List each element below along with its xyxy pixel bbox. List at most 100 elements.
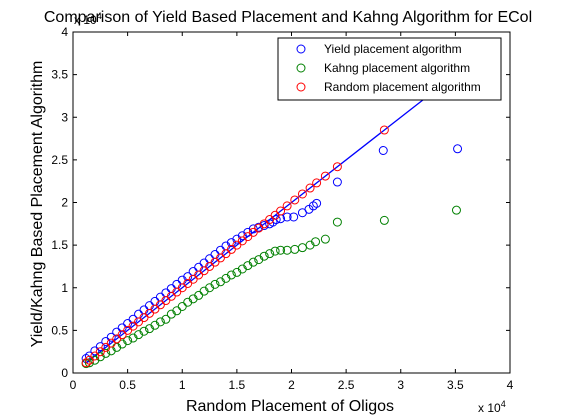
series-3-point	[248, 227, 258, 237]
plot-frame	[72, 31, 511, 374]
series-2-point	[259, 251, 269, 261]
series-3-point	[205, 261, 215, 271]
series-1-point	[90, 346, 100, 356]
x-exponent-base: x 10	[478, 401, 501, 415]
series-3-point	[282, 201, 292, 211]
series-3-point	[265, 215, 275, 225]
x-tick-label: 0.5	[119, 378, 136, 392]
y-tick-label: 0.5	[51, 323, 68, 337]
series-1-point	[106, 332, 116, 342]
y-exponent-base: x 10	[74, 13, 97, 27]
y-tick-label: 1	[61, 281, 68, 295]
series-3-point	[117, 330, 127, 340]
y-tick-label: 3	[61, 110, 68, 124]
series-2-point	[451, 205, 461, 215]
series-2-point	[226, 270, 236, 280]
series-2-point	[248, 257, 258, 267]
series-1-point	[248, 224, 258, 234]
series-3-point	[150, 304, 160, 314]
series-3-point	[95, 347, 105, 357]
series-2-point	[210, 279, 220, 289]
series-3-point	[134, 317, 144, 327]
series-3-point	[166, 291, 176, 301]
series-1-point	[117, 323, 127, 333]
series-1-point	[112, 327, 122, 337]
series-3-point	[199, 266, 209, 276]
x-tick-label: 2	[288, 378, 295, 392]
x-tick-label: 3	[397, 378, 404, 392]
series-3-point	[379, 125, 389, 135]
series-2-point	[332, 217, 342, 227]
series-3-point	[312, 178, 322, 188]
series-1-point	[268, 217, 278, 227]
series-1-point	[271, 215, 281, 225]
series-3-point	[112, 334, 122, 344]
series-3-point	[210, 257, 220, 267]
x-exponent-power: 4	[501, 399, 506, 409]
series-3-point	[305, 183, 315, 193]
series-2-point	[320, 234, 330, 244]
series-1-point	[95, 342, 105, 352]
series-3-point	[81, 358, 91, 368]
legend-label-1: Yield placement algorithm	[324, 42, 462, 56]
series-3-point	[270, 210, 280, 220]
series-3-point	[243, 232, 253, 242]
legend-label-3: Random placement algorithm	[324, 80, 481, 94]
series-3-point	[332, 162, 342, 172]
legend-marker-2	[296, 63, 306, 73]
series-1-point	[332, 177, 342, 187]
series-3-point	[232, 240, 242, 250]
y-tick-label: 2	[61, 196, 68, 210]
series-3-point	[259, 219, 269, 229]
series-3-point	[139, 313, 149, 323]
x-tick-label: 0	[70, 378, 77, 392]
series-3-point	[320, 171, 330, 181]
y-tick-label: 1.5	[51, 238, 68, 252]
chart-title: Comparison of Yield Based Placement and …	[44, 9, 532, 26]
series-1-point	[101, 336, 111, 346]
series-3-point	[183, 278, 193, 288]
x-tick-label: 2.5	[338, 378, 355, 392]
series-2-point	[84, 358, 94, 368]
series-3-point	[84, 355, 94, 365]
y-exponent-power: 4	[97, 11, 102, 21]
series-3-point	[276, 206, 286, 216]
series-2-point	[311, 237, 321, 247]
series-2-point	[379, 215, 389, 225]
x-tick-label: 1.5	[229, 378, 246, 392]
series-3-point	[215, 253, 225, 263]
plot-marks	[81, 65, 467, 369]
series-2-point	[276, 245, 286, 255]
series-3-point	[128, 321, 138, 331]
reference-line	[85, 65, 467, 364]
series-2-point	[139, 326, 149, 336]
series-2-point	[270, 246, 280, 256]
series-2-point	[161, 314, 171, 324]
y-tick-label: 0	[61, 366, 68, 380]
series-1-point	[378, 145, 388, 155]
series-2-point	[297, 243, 307, 253]
series-3-point	[161, 296, 171, 306]
series-3-point	[237, 236, 247, 246]
series-2-point	[194, 290, 204, 300]
x-tick-label: 1	[179, 378, 186, 392]
y-tick-label: 3.5	[51, 68, 68, 82]
series-1-point	[289, 212, 299, 222]
series-1-point	[123, 319, 133, 329]
series-3-point	[155, 300, 165, 310]
series-3	[81, 125, 389, 368]
legend-box	[277, 37, 502, 101]
series-2-point	[101, 348, 111, 358]
series-3-point	[297, 189, 307, 199]
series-1-point	[282, 212, 292, 222]
series-2-point	[155, 317, 165, 327]
series-3-point	[123, 325, 133, 335]
series-1-point	[453, 144, 463, 154]
x-tick-label: 3.5	[447, 378, 464, 392]
x-tick-label: 4	[507, 378, 514, 392]
series-3-point	[194, 270, 204, 280]
series-1-point	[312, 198, 322, 208]
series-3-point	[221, 249, 231, 259]
